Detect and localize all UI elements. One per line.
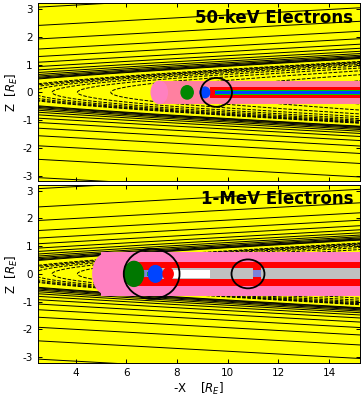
Bar	[215, 90, 363, 95]
Bar	[215, 91, 363, 94]
Bar	[152, 268, 253, 280]
Ellipse shape	[124, 261, 143, 286]
Ellipse shape	[200, 87, 210, 98]
Text: 1-MeV Electrons: 1-MeV Electrons	[201, 190, 353, 208]
Y-axis label: Z  [$R_E$]: Z [$R_E$]	[4, 254, 20, 294]
Ellipse shape	[148, 266, 163, 282]
Bar	[139, 270, 363, 278]
Ellipse shape	[93, 254, 119, 294]
Bar	[147, 272, 190, 276]
X-axis label: -X    [$R_E$]: -X [$R_E$]	[173, 380, 224, 396]
Bar	[164, 270, 210, 278]
Ellipse shape	[181, 86, 193, 99]
Bar	[131, 262, 363, 286]
Text: 50-keV Electrons: 50-keV Electrons	[195, 9, 353, 27]
Bar	[157, 81, 363, 104]
Bar	[210, 87, 363, 98]
Bar	[101, 252, 363, 296]
Ellipse shape	[151, 81, 167, 104]
Ellipse shape	[163, 268, 173, 280]
Bar	[261, 268, 363, 280]
Y-axis label: Z  [$R_E$]: Z [$R_E$]	[4, 73, 20, 112]
